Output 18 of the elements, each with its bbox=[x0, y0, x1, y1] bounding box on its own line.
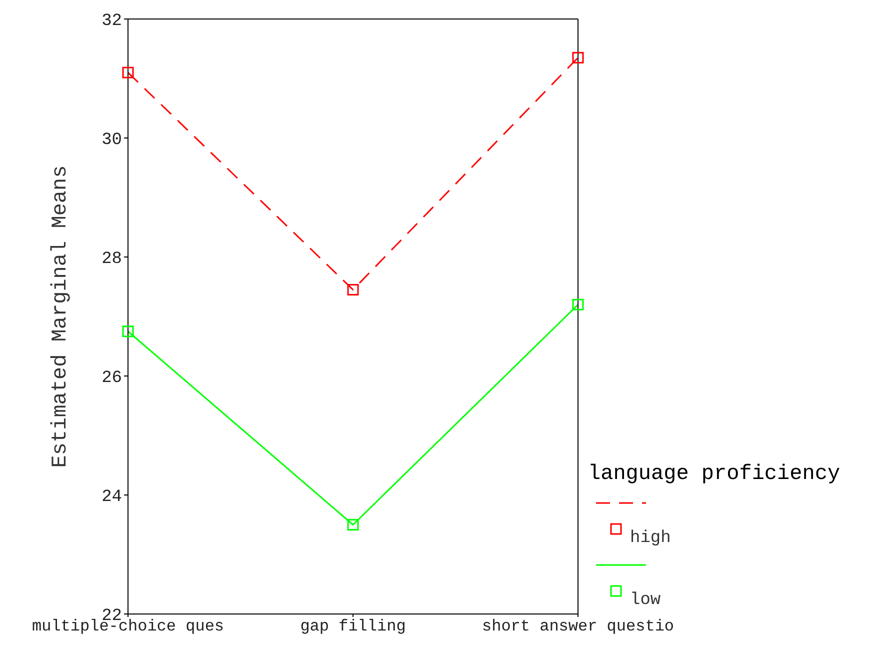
legend-title: language proficiency bbox=[588, 463, 842, 486]
point bbox=[122, 66, 134, 78]
y-axis-title: Estimated Marginal Means bbox=[49, 165, 72, 468]
point bbox=[347, 284, 359, 296]
y-tick-label: 30 bbox=[102, 131, 122, 150]
y-tick-label: 24 bbox=[102, 488, 122, 508]
point bbox=[122, 326, 134, 338]
y-tick-label: 26 bbox=[102, 369, 122, 388]
point bbox=[572, 52, 584, 64]
x-tick-label: gap filling bbox=[300, 617, 406, 636]
y-tick-label: 32 bbox=[102, 12, 122, 32]
x-tick-label: multiple-choice ques bbox=[32, 617, 224, 636]
point bbox=[572, 298, 584, 310]
point bbox=[347, 519, 359, 530]
y-tick-label: 28 bbox=[102, 250, 122, 270]
legend-label: high bbox=[630, 529, 671, 548]
legend-label: low bbox=[630, 591, 661, 610]
x-tick-label: short answer questio bbox=[482, 617, 674, 636]
